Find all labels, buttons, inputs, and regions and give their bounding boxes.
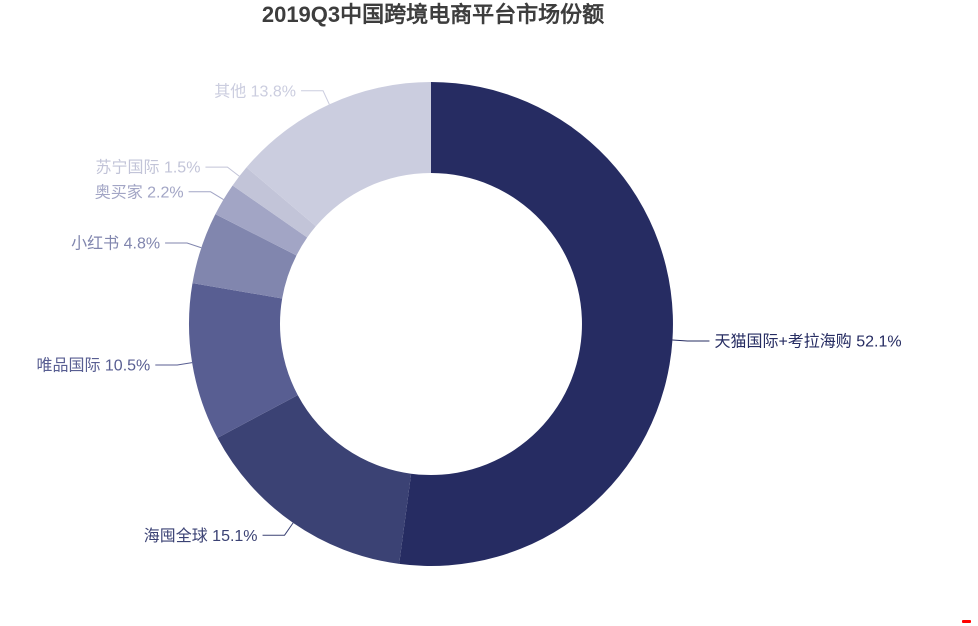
pie-slice-0[interactable] — [399, 82, 673, 566]
label-line-3 — [165, 242, 202, 249]
chart-title: 2019Q3中国跨境电商平台市场份额 — [261, 2, 605, 27]
pie-slice-1[interactable] — [217, 395, 412, 564]
slice-label-4: 奥买家 2.2% — [95, 183, 184, 201]
label-line-6 — [301, 90, 330, 105]
slice-label-5: 苏宁国际 1.5% — [96, 159, 201, 177]
label-line-5 — [205, 166, 240, 177]
slice-label-0: 天猫国际+考拉海购 52.1% — [714, 333, 901, 351]
pie-slice-4[interactable] — [215, 185, 308, 256]
pie-slice-5[interactable] — [232, 167, 316, 238]
label-line-4 — [188, 191, 224, 200]
slice-label-3: 小红书 4.8% — [71, 235, 160, 253]
pie-slice-3[interactable] — [192, 214, 297, 299]
label-line-0 — [672, 339, 710, 342]
label-line-1 — [262, 522, 294, 536]
red-underline-artifact — [962, 620, 971, 623]
pie-slice-2[interactable] — [188, 283, 298, 438]
label-line-2 — [155, 362, 193, 366]
slice-label-2: 唯品国际 10.5% — [36, 357, 150, 375]
pie-slice-6[interactable] — [246, 82, 431, 227]
slice-label-1: 海囤全球 15.1% — [144, 527, 258, 545]
slice-label-6: 其他 13.8% — [214, 82, 296, 100]
